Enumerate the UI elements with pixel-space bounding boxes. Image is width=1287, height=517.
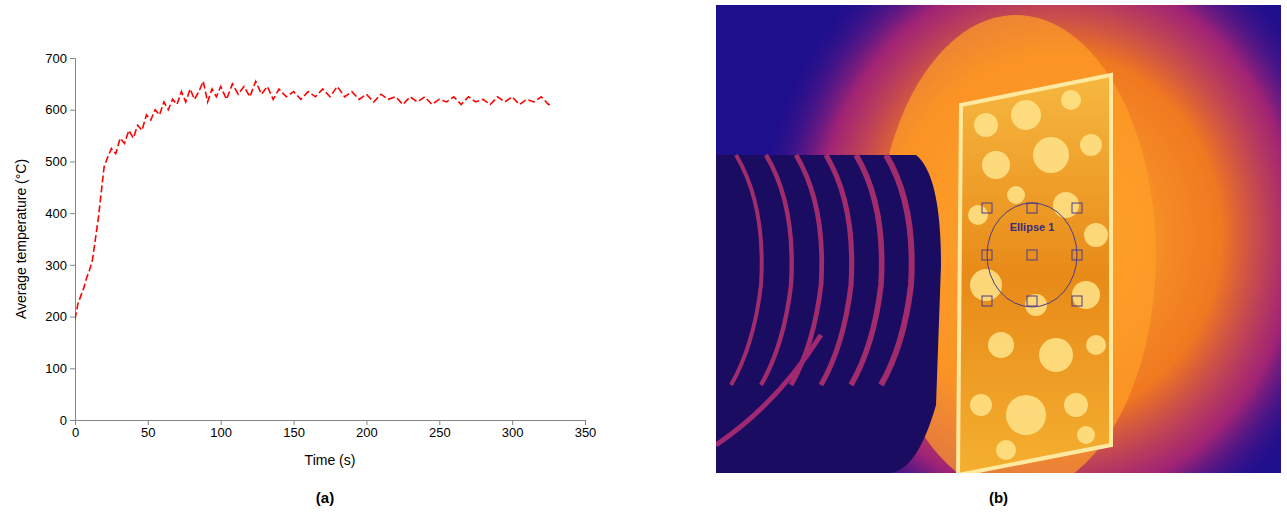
tick-mark (70, 161, 75, 162)
hot-fragment (1077, 426, 1095, 444)
thermal-image: Ellipse 1 (716, 0, 1287, 517)
panel-label: (b) (989, 489, 1008, 506)
hot-fragment (974, 113, 998, 137)
tick-label: 400 (45, 206, 67, 221)
hot-fragment (1061, 90, 1081, 110)
coil-turn (851, 155, 882, 385)
data-line (75, 81, 553, 319)
tick-label: 200 (45, 309, 67, 324)
hot-fragment (1080, 134, 1102, 156)
tick-label: 200 (356, 425, 378, 440)
hot-fragment (970, 394, 992, 416)
x-axis-title: Time (s) (305, 452, 356, 468)
tick-mark (70, 420, 75, 421)
measure-point (1027, 296, 1037, 306)
tick: 700 (45, 51, 75, 66)
tick-label: 100 (210, 425, 232, 440)
tick: 300 (45, 258, 75, 273)
tick-label: 600 (45, 102, 67, 117)
hot-fragment (982, 151, 1010, 179)
tick: 200 (45, 309, 75, 324)
hot-fragment (1033, 137, 1069, 173)
tick-label: 350 (575, 425, 597, 440)
hot-fragment (1039, 338, 1073, 372)
tick: 600 (45, 102, 75, 117)
hot-fragment (1053, 192, 1079, 218)
measure-point (1027, 250, 1037, 260)
tick-label: 500 (45, 154, 67, 169)
measure-point (982, 203, 992, 213)
tick-label: 700 (45, 51, 67, 66)
hot-fragment (1086, 335, 1106, 355)
measure-point (982, 296, 992, 306)
tick-label: 150 (283, 425, 305, 440)
tick: 0 (72, 420, 79, 440)
measure-point (1027, 203, 1037, 213)
image-annotation: Ellipse 1 (1010, 221, 1055, 233)
x-axis: 0 50 100 150 200 250 300 350 (72, 420, 596, 440)
measure-point (1072, 296, 1082, 306)
y-axis: 0 100 200 300 400 500 600 700 (45, 51, 75, 428)
tick-label: 100 (45, 361, 67, 376)
coil-turn (821, 155, 852, 385)
sample-frame (958, 75, 1111, 473)
tick-label: 50 (141, 425, 155, 440)
tick: 500 (45, 154, 75, 169)
measure-point (982, 250, 992, 260)
coil-turn (881, 155, 912, 385)
hot-fragment (1072, 281, 1100, 309)
tick-mark (70, 317, 75, 318)
coil-body (716, 155, 941, 473)
hot-fragment (996, 440, 1016, 460)
tick-label: 300 (502, 425, 524, 440)
tick: 100 (45, 361, 75, 376)
tick-label: 0 (60, 413, 67, 428)
hot-fragment (968, 205, 988, 225)
tick: 100 (210, 420, 232, 440)
hot-fragment (1064, 393, 1088, 417)
tick: 0 (60, 413, 75, 428)
coil-turn (761, 155, 792, 385)
hot-fragment (1011, 100, 1041, 130)
tick-mark (70, 58, 75, 59)
hot-fragment (1006, 395, 1046, 435)
tick: 50 (141, 420, 155, 440)
tick-label: 250 (429, 425, 451, 440)
tick: 250 (429, 420, 451, 440)
tick: 300 (502, 420, 524, 440)
tick-mark (70, 110, 75, 111)
cable (716, 335, 821, 445)
coil-turn (791, 155, 822, 385)
tick: 400 (45, 206, 75, 221)
tick-mark (70, 368, 75, 369)
plot-marks (75, 81, 553, 319)
tick: 350 (575, 420, 597, 440)
tick-mark (70, 265, 75, 266)
tick-mark (70, 213, 75, 214)
hot-fragment (1084, 223, 1108, 247)
measure-point (1072, 250, 1082, 260)
hot-fragment (1007, 186, 1025, 204)
tick-label: 0 (72, 425, 79, 440)
hot-fragment (988, 332, 1014, 358)
axis-line (70, 59, 76, 421)
measure-point (1072, 203, 1082, 213)
coil-turn (731, 155, 762, 385)
tick: 200 (356, 420, 378, 440)
tick-label: 300 (45, 258, 67, 273)
measure-ellipse (987, 203, 1077, 307)
y-axis-title: Average temperature (°C) (13, 159, 29, 319)
panel-label: (a) (316, 489, 334, 506)
tick: 150 (283, 420, 305, 440)
figure: 0 50 100 150 200 250 300 350 0 100 200 300 400 500 600… (0, 0, 1287, 517)
